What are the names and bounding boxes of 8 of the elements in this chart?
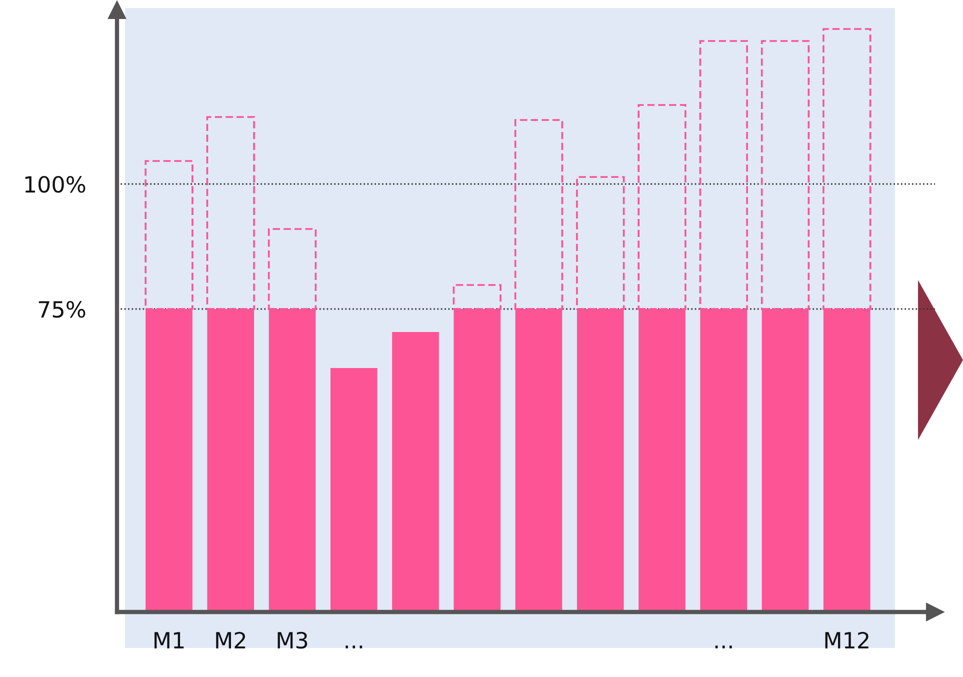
x-tick-label: M2 [216,632,246,648]
x-tick-label: M1 [154,632,184,648]
x-tick-label: ... [715,646,732,648]
y-tick-label: 75% [38,300,86,318]
x-tick-label: M3 [278,632,308,649]
x-tick-label: ... [346,646,362,648]
x-tick-label: M12 [825,632,868,648]
y-tick-label: 100% [25,176,86,193]
